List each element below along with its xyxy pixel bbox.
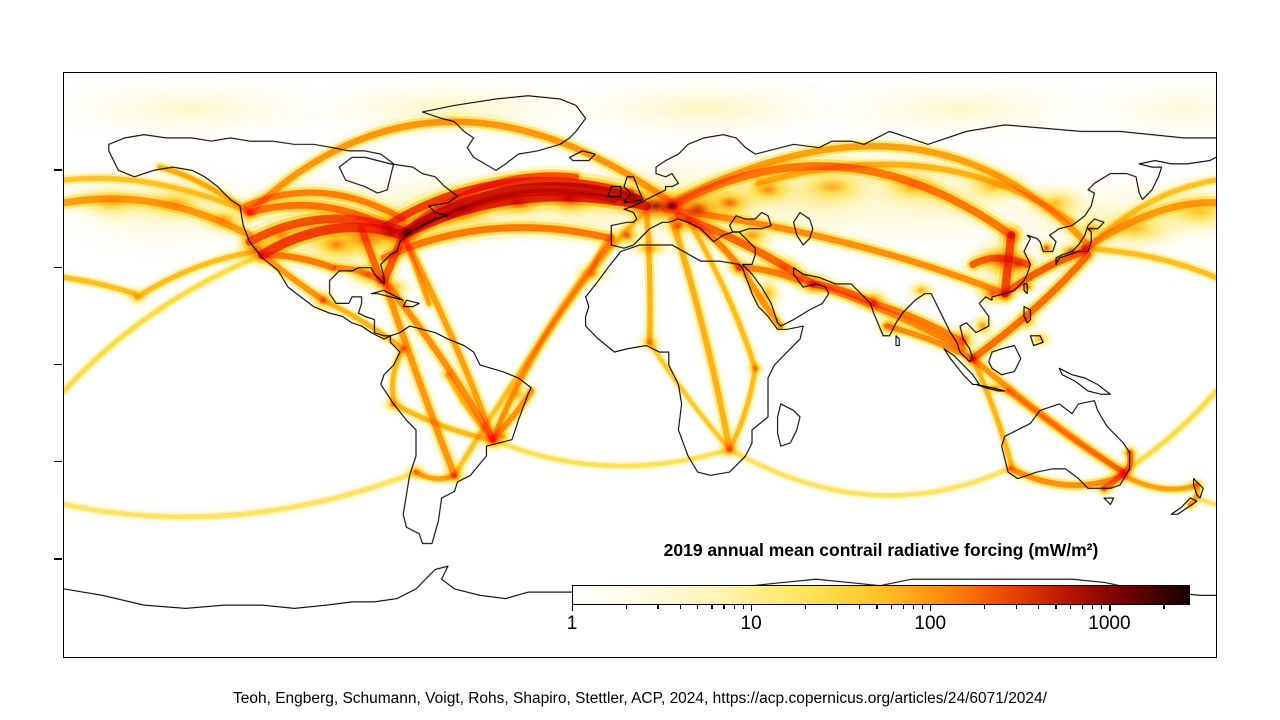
colorbar-minor-tick — [657, 605, 659, 609]
colorbar-minor-tick — [1069, 605, 1071, 609]
colorbar-minor-tick — [1081, 605, 1083, 609]
colorbar-major-tick — [572, 605, 574, 611]
colorbar-minor-tick — [625, 605, 628, 609]
colorbar-major-tick — [1109, 605, 1111, 611]
colorbar-minor-tick — [1055, 605, 1057, 609]
latitude-tick — [54, 169, 62, 171]
latitude-tick — [54, 363, 62, 366]
colorbar-minor-tick — [890, 605, 892, 609]
colorbar-gradient — [572, 585, 1190, 605]
colorbar-minor-tick — [858, 605, 861, 609]
colorbar-minor-tick — [723, 605, 725, 609]
colorbar-minor-tick — [805, 605, 807, 609]
colorbar-tick-label: 1000 — [1088, 613, 1131, 634]
colorbar-minor-tick — [1163, 605, 1165, 609]
latitude-tick — [54, 558, 62, 560]
colorbar-minor-tick — [711, 605, 713, 609]
latitude-tick — [54, 460, 62, 463]
latitude-tick — [54, 266, 62, 269]
colorbar-minor-tick — [1038, 605, 1040, 609]
colorbar-ticks — [572, 605, 1190, 612]
colorbar-tick-label: 100 — [914, 613, 947, 634]
colorbar-legend: 2019 annual mean contrail radiative forc… — [567, 540, 1190, 637]
colorbar-title: 2019 annual mean contrail radiative forc… — [663, 540, 1099, 560]
world-map-plot: 2019 annual mean contrail radiative forc… — [54, 72, 1217, 658]
colorbar-minor-tick — [697, 605, 699, 609]
colorbar-minor-tick — [876, 605, 878, 609]
colorbar-major-tick — [930, 605, 932, 611]
colorbar-minor-tick — [902, 605, 904, 609]
colorbar-minor-tick — [912, 605, 915, 609]
colorbar-tick-label: 10 — [740, 613, 762, 634]
colorbar-minor-tick — [1101, 605, 1103, 609]
contrail-forcing-heatmap-canvas — [64, 73, 1216, 657]
colorbar-minor-tick — [742, 605, 745, 609]
colorbar-minor-tick — [679, 605, 682, 609]
colorbar-minor-tick — [733, 605, 735, 609]
colorbar-minor-tick — [922, 605, 924, 609]
citation-text: Teoh, Engberg, Schumann, Voigt, Rohs, Sh… — [233, 690, 1047, 707]
colorbar-tick-label: 1 — [566, 613, 578, 634]
colorbar-minor-tick — [1015, 605, 1017, 609]
colorbar-minor-tick — [1092, 605, 1094, 609]
colorbar-tick-labels: 1 10 100 1000 — [567, 613, 1190, 637]
colorbar-major-tick — [751, 605, 753, 611]
colorbar-minor-tick — [836, 605, 838, 609]
colorbar-minor-tick — [984, 605, 986, 609]
